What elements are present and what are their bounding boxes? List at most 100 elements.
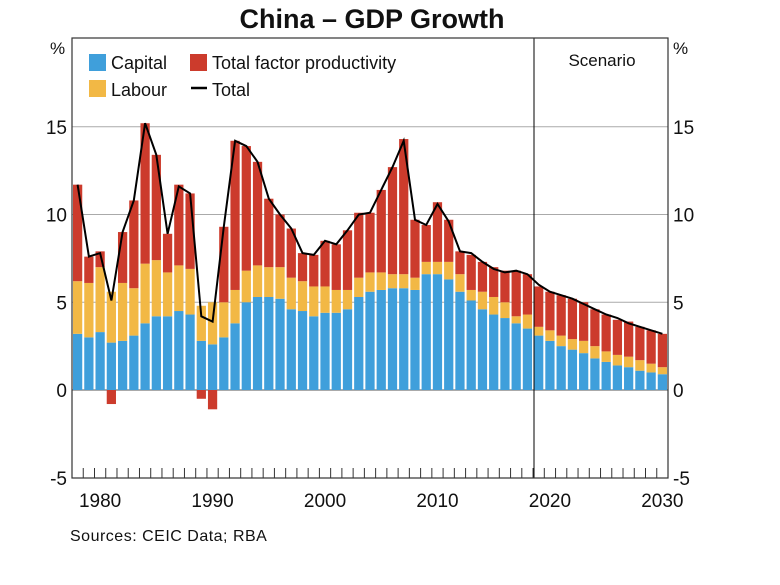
bar-labour	[117, 282, 128, 341]
legend-label-total: Total	[212, 80, 250, 100]
bar-capital	[84, 337, 94, 390]
bar-capital	[590, 358, 600, 390]
bar-tfp	[365, 212, 375, 273]
x-axis-ticks	[82, 468, 658, 478]
bar-tfp	[117, 232, 128, 283]
bar-tfp	[376, 189, 386, 273]
bar-capital	[489, 314, 499, 390]
bar-labour	[95, 267, 105, 333]
bar-capital	[151, 316, 161, 390]
bar-tfp	[444, 219, 454, 262]
bar-capital	[219, 337, 229, 390]
bar-labour	[376, 272, 386, 290]
bar-capital	[477, 309, 488, 390]
y-axis-unit-right: %	[673, 39, 688, 58]
bar-tfp	[230, 140, 240, 290]
bar-labour	[297, 281, 308, 312]
scenario-label: Scenario	[568, 51, 635, 70]
x-tick-label: 2030	[641, 491, 683, 512]
y-tick-label-left: -5	[50, 469, 67, 490]
bar-labour	[185, 268, 195, 315]
bar-tfp	[297, 253, 308, 282]
bar-capital	[455, 291, 465, 390]
bar-tfp	[511, 270, 521, 317]
x-tick-label: 2000	[304, 491, 346, 512]
bar-tfp	[106, 390, 116, 405]
bar-labour	[399, 274, 409, 289]
bar-tfp	[522, 274, 533, 315]
bar-capital	[241, 302, 251, 390]
bar-capital	[567, 349, 578, 390]
bar-tfp	[455, 251, 465, 275]
bar-tfp	[624, 321, 634, 357]
y-tick-label-right: 5	[673, 293, 684, 314]
bar-capital	[522, 328, 533, 390]
bar-tfp	[219, 226, 229, 303]
bar-capital	[556, 346, 566, 390]
bar-labour	[230, 289, 240, 324]
bar-labour	[511, 316, 521, 324]
x-tick-label: 2020	[529, 491, 571, 512]
bar-capital	[207, 344, 218, 390]
bar-tfp	[534, 286, 544, 327]
x-axis-labels: 1980 1990 2000 2010 2020 2030	[79, 491, 684, 512]
bar-labour	[241, 270, 251, 303]
bar-labour	[320, 286, 330, 313]
bar-capital	[624, 367, 634, 390]
bar-labour	[219, 302, 229, 338]
bar-capital	[196, 340, 206, 390]
bar-tfp	[612, 319, 623, 355]
bar-labour	[612, 354, 623, 366]
bar-labour	[309, 286, 319, 317]
bar-capital	[95, 332, 105, 390]
bar-capital	[545, 340, 555, 390]
bar-tfp	[590, 309, 600, 347]
bar-labour	[444, 261, 454, 280]
bar-capital	[264, 296, 274, 390]
bar-tfp	[567, 298, 578, 340]
legend-swatch-tfp	[190, 54, 207, 71]
legend: Capital Total factor productivity Labour…	[89, 53, 396, 100]
legend-label-capital: Capital	[111, 53, 167, 73]
bar-capital	[500, 318, 510, 390]
bar-labour	[151, 260, 161, 317]
bar-tfp	[635, 326, 645, 361]
bar-capital	[73, 333, 83, 390]
bar-tfp	[432, 202, 443, 262]
bar-tfp	[545, 291, 555, 331]
bar-labour	[477, 291, 488, 310]
bar-labour	[601, 351, 611, 362]
bar-tfp	[500, 270, 510, 303]
bar-capital	[387, 288, 398, 390]
bar-capital	[635, 370, 645, 390]
y-axis-labels: -5 -5 0 0 5 5 10 10 15 15	[46, 118, 694, 490]
bar-labour	[207, 302, 218, 345]
bar-capital	[297, 311, 308, 390]
bar-labour	[342, 289, 353, 310]
legend-swatch-labour	[89, 80, 106, 97]
y-tick-label-left: 0	[56, 381, 67, 402]
bar-tfp	[286, 228, 296, 278]
bar-capital	[365, 291, 375, 390]
bar-tfp	[657, 333, 667, 368]
bar-tfp	[95, 251, 105, 268]
bar-capital	[657, 374, 667, 390]
bar-tfp	[556, 295, 566, 336]
bar-tfp	[196, 390, 206, 399]
bar-labour	[196, 305, 206, 341]
bar-labour	[522, 314, 533, 329]
bar-capital	[286, 309, 296, 390]
y-tick-label-right: 0	[673, 381, 684, 402]
y-axis-unit-left: %	[50, 39, 65, 58]
legend-label-tfp: Total factor productivity	[212, 53, 396, 73]
bar-labour	[73, 281, 83, 334]
legend-swatch-capital	[89, 54, 106, 71]
y-tick-label-right: 10	[673, 206, 694, 227]
bar-labour	[567, 339, 578, 350]
bar-capital	[511, 323, 521, 390]
bar-labour	[657, 367, 667, 375]
bar-capital	[432, 274, 443, 390]
bar-tfp	[579, 302, 589, 341]
x-tick-label: 1990	[191, 491, 233, 512]
bar-tfp	[354, 212, 364, 278]
